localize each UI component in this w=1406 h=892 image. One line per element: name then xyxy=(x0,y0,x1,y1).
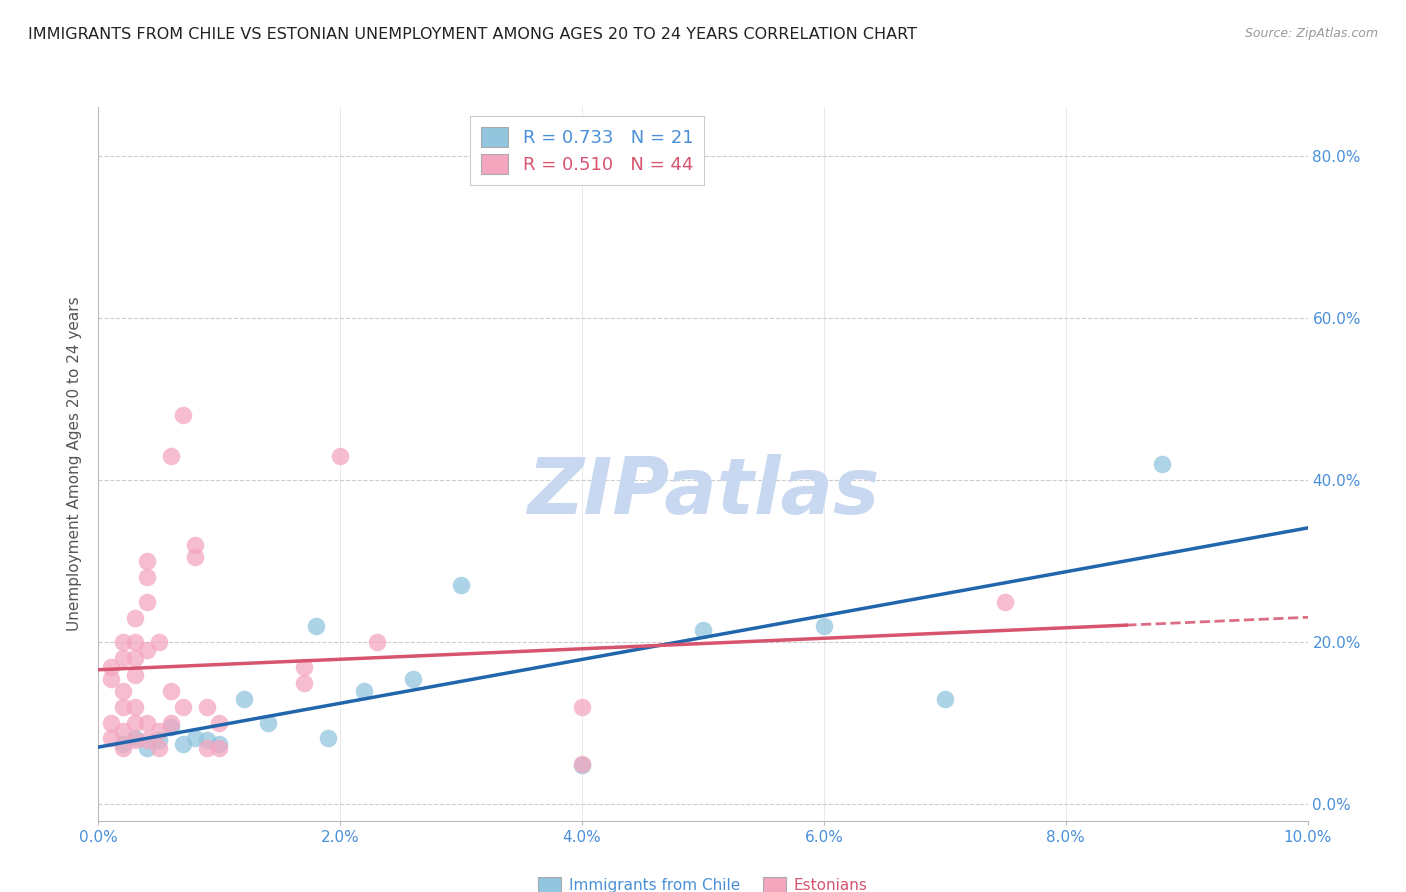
Point xyxy=(135,740,157,755)
Point xyxy=(195,740,218,755)
Point xyxy=(160,684,183,698)
Point xyxy=(111,651,134,665)
Point xyxy=(111,684,134,698)
Point xyxy=(135,643,157,657)
Point xyxy=(450,578,472,592)
Point xyxy=(100,716,122,731)
Point xyxy=(208,740,231,755)
Point xyxy=(692,623,714,637)
Point xyxy=(124,700,146,714)
Point xyxy=(124,732,146,747)
Text: ZIPatlas: ZIPatlas xyxy=(527,454,879,531)
Point xyxy=(1152,457,1174,471)
Point xyxy=(813,619,835,633)
Point xyxy=(124,667,146,681)
Point xyxy=(571,756,593,771)
Point xyxy=(135,554,157,568)
Text: Source: ZipAtlas.com: Source: ZipAtlas.com xyxy=(1244,27,1378,40)
Point xyxy=(994,595,1017,609)
Point xyxy=(148,740,170,755)
Y-axis label: Unemployment Among Ages 20 to 24 years: Unemployment Among Ages 20 to 24 years xyxy=(67,296,83,632)
Legend: Immigrants from Chile, Estonians: Immigrants from Chile, Estonians xyxy=(533,871,873,892)
Point xyxy=(135,716,157,731)
Point xyxy=(111,635,134,649)
Point xyxy=(100,672,122,686)
Point xyxy=(111,724,134,739)
Point xyxy=(305,619,328,633)
Text: IMMIGRANTS FROM CHILE VS ESTONIAN UNEMPLOYMENT AMONG AGES 20 TO 24 YEARS CORRELA: IMMIGRANTS FROM CHILE VS ESTONIAN UNEMPL… xyxy=(28,27,917,42)
Point xyxy=(329,449,352,463)
Point xyxy=(111,737,134,751)
Point xyxy=(184,731,207,745)
Point xyxy=(135,595,157,609)
Point xyxy=(571,700,593,714)
Point xyxy=(172,737,194,751)
Point xyxy=(124,651,146,665)
Point xyxy=(172,700,194,714)
Point xyxy=(292,659,315,673)
Point xyxy=(316,731,339,745)
Point xyxy=(124,611,146,625)
Point xyxy=(571,758,593,772)
Point xyxy=(353,684,375,698)
Point xyxy=(208,716,231,731)
Point xyxy=(100,659,122,673)
Point xyxy=(160,449,183,463)
Point xyxy=(232,692,254,706)
Point xyxy=(402,672,425,686)
Point xyxy=(184,550,207,565)
Point xyxy=(292,675,315,690)
Point xyxy=(111,700,134,714)
Point xyxy=(160,716,183,731)
Point xyxy=(184,538,207,552)
Point xyxy=(160,720,183,734)
Point xyxy=(135,732,157,747)
Point xyxy=(195,732,218,747)
Point xyxy=(100,731,122,745)
Point xyxy=(256,716,278,731)
Point xyxy=(366,635,388,649)
Point xyxy=(208,737,231,751)
Point xyxy=(124,716,146,731)
Point xyxy=(111,740,134,755)
Point xyxy=(148,732,170,747)
Point xyxy=(195,700,218,714)
Point xyxy=(148,724,170,739)
Point xyxy=(148,635,170,649)
Point xyxy=(135,570,157,584)
Point xyxy=(934,692,956,706)
Point xyxy=(124,731,146,745)
Point xyxy=(124,635,146,649)
Point xyxy=(172,408,194,422)
